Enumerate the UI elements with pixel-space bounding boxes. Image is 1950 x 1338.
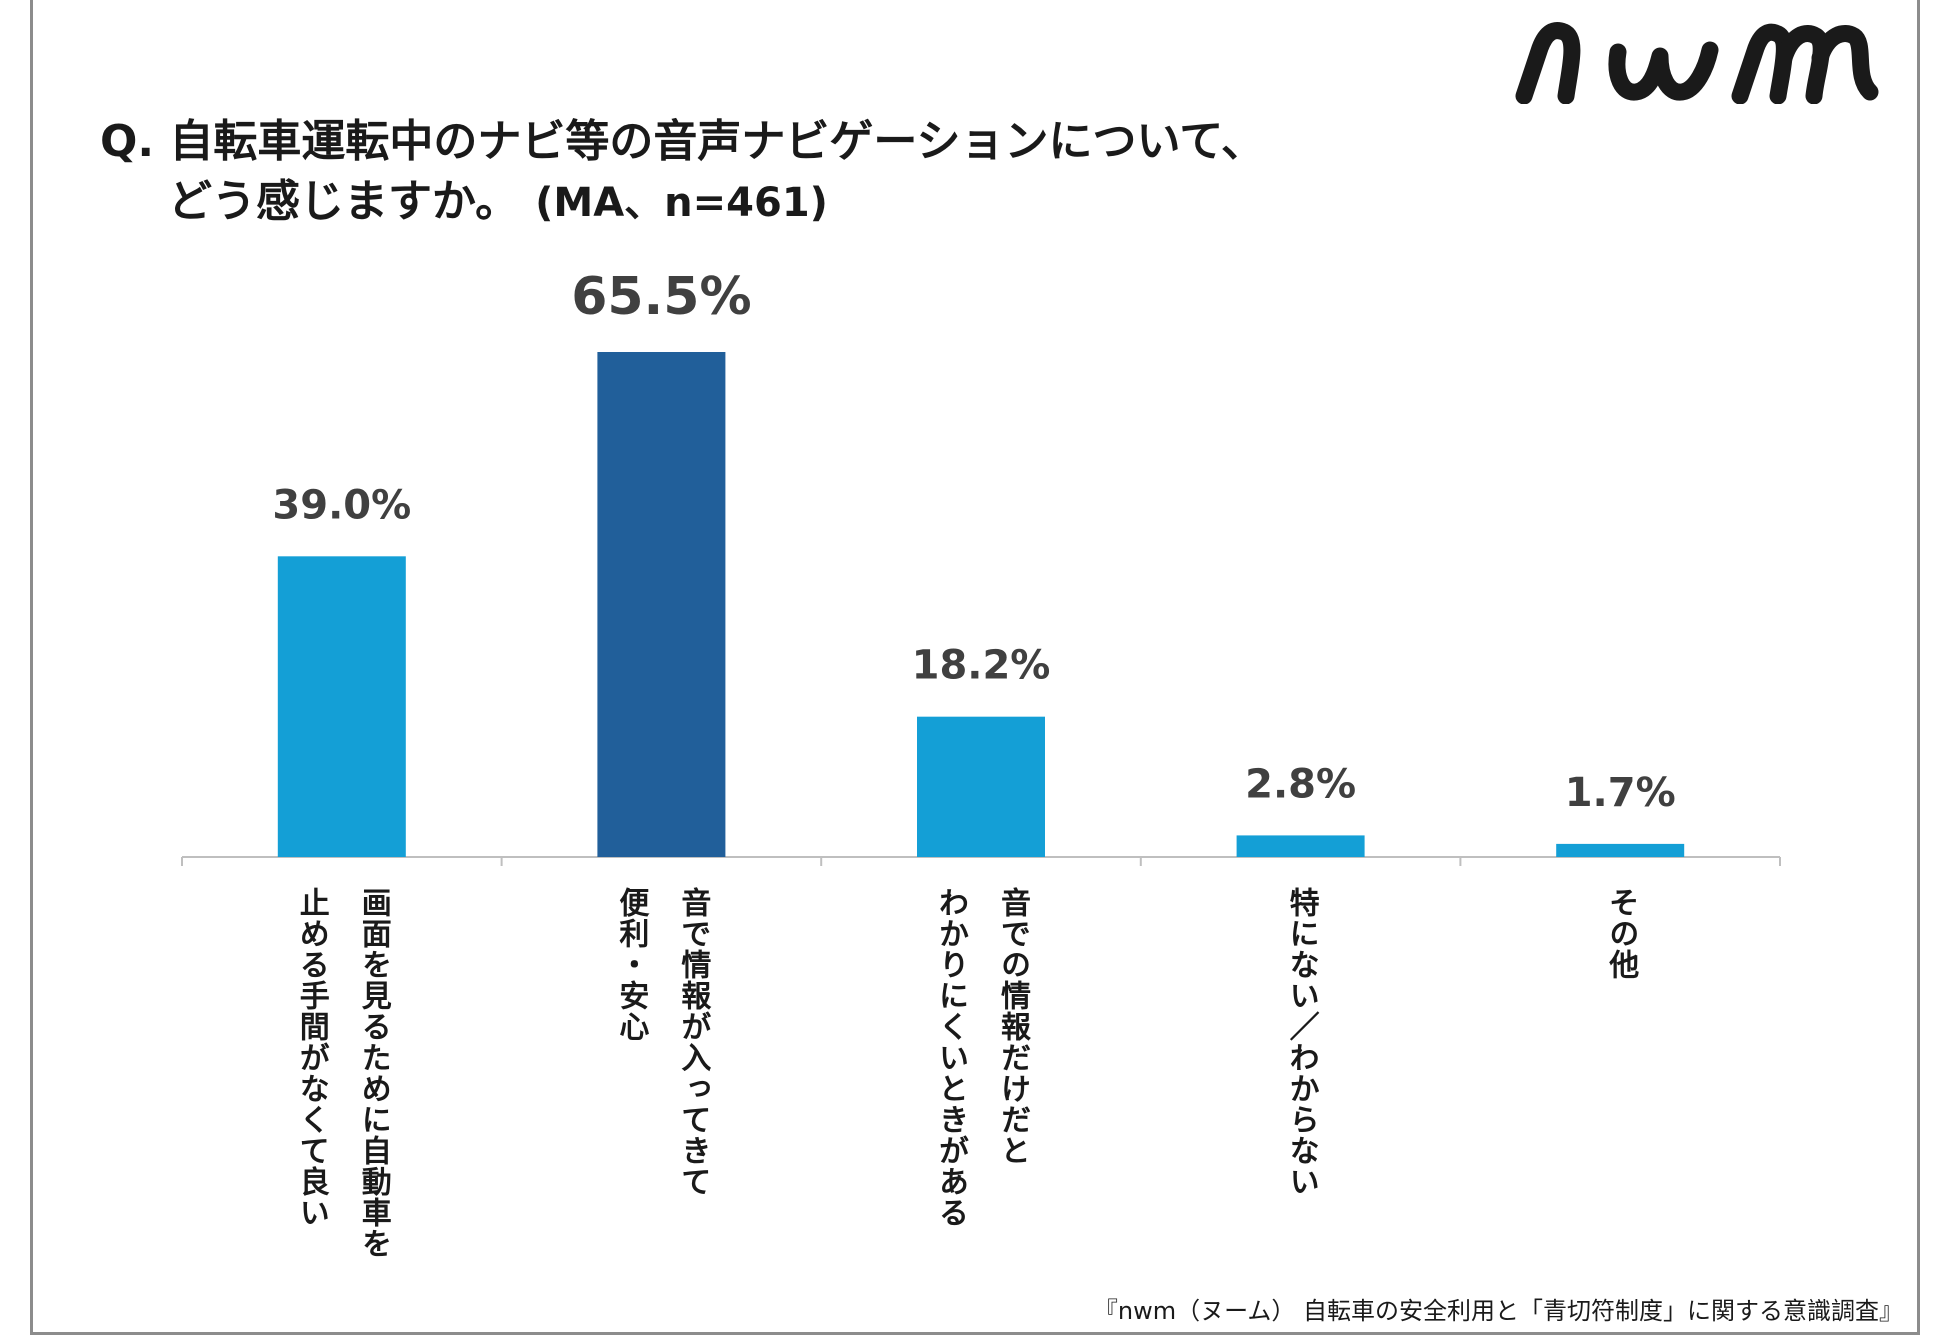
value-label-1: 39.0%: [272, 482, 411, 528]
category-label-3: 音での情報だけだと わかりにくいときがある: [933, 887, 1030, 1228]
category-label-4: 特にない／わからない: [1283, 887, 1319, 1197]
bar-1: [277, 556, 406, 857]
bar-4: [1236, 835, 1365, 857]
nwm-logo: [1515, 22, 1879, 104]
bar-3: [917, 716, 1045, 857]
category-label-2: 音で情報が入ってきて 便利・安心: [613, 887, 711, 1197]
chart-title: Q. 自転車運転中のナビ等の音声ナビゲーションについて、 どう感じますか。 (MA…: [100, 112, 1265, 233]
value-label-5: 1.7%: [1565, 770, 1676, 816]
value-label-2: 65.5%: [571, 267, 751, 327]
title-note: (MA、n=461): [535, 180, 828, 226]
value-label-3: 18.2%: [912, 643, 1051, 689]
bar-2: [597, 352, 726, 857]
category-label-5: その他: [1603, 887, 1639, 980]
bar-5: [1556, 843, 1685, 857]
title-line-2: どう感じますか。: [168, 176, 520, 227]
chart-frame: [30, 0, 1920, 1335]
title-line-1: Q. 自転車運転中のナビ等の音声ナビゲーションについて、: [100, 116, 1266, 167]
source-note: 『nwm（ヌーム） 自転車の安全利用と「青切符制度」に関する意識調査』: [1093, 1297, 1903, 1325]
category-label-1: 画面を見るために自動車を 止める手間がなくて良い: [293, 887, 391, 1259]
value-label-4: 2.8%: [1245, 761, 1356, 807]
